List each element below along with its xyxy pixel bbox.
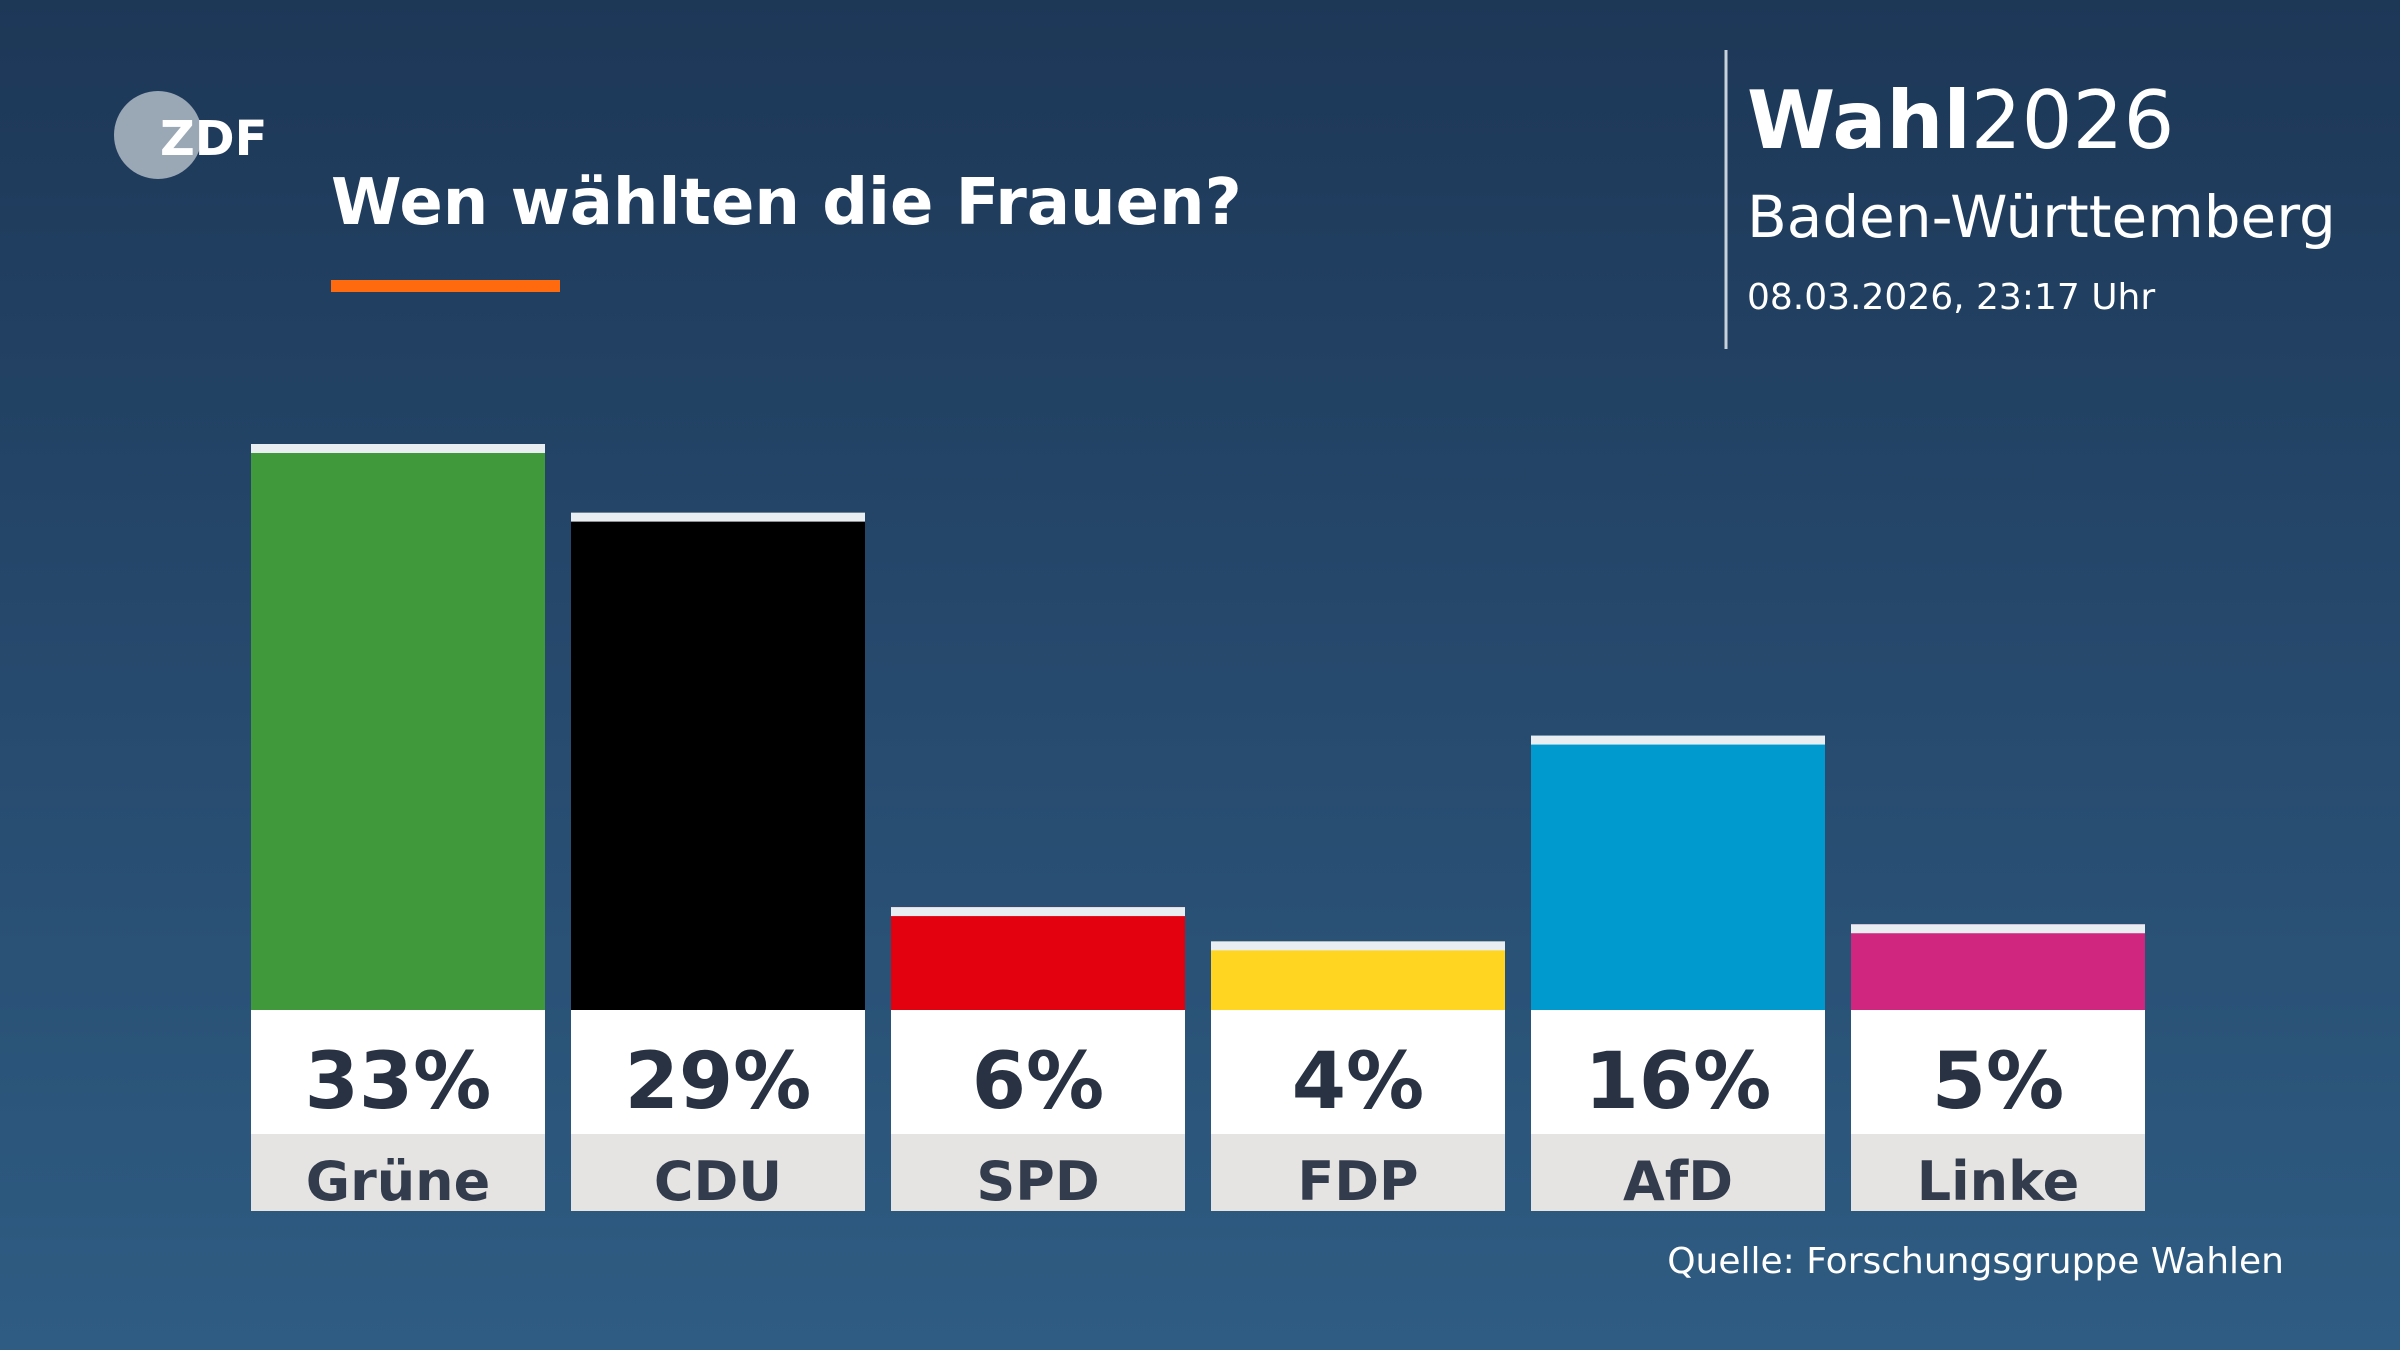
category-label: Grüne [306, 1150, 490, 1213]
value-box [251, 1010, 545, 1134]
category-label: Linke [1917, 1150, 2079, 1213]
value-box [1211, 1010, 1505, 1134]
bar [891, 907, 1185, 1010]
value-label: 5% [1932, 1037, 2064, 1127]
category-label: SPD [976, 1150, 1099, 1213]
label-box [251, 1134, 545, 1211]
category-label: CDU [654, 1150, 782, 1213]
bar [251, 444, 545, 1010]
brand: Wahl2026 [1747, 74, 2174, 167]
brand-bold: Wahl [1747, 74, 1971, 167]
bar-cap [251, 444, 545, 453]
label-box [571, 1134, 865, 1211]
label-box [1851, 1134, 2145, 1211]
value-label: 33% [305, 1037, 492, 1127]
value-box [1531, 1010, 1825, 1134]
value-box [1851, 1010, 2145, 1134]
label-box [1531, 1134, 1825, 1211]
bar-cap [1851, 924, 2145, 934]
bar-cap [891, 907, 1185, 917]
region: Baden-Württemberg [1747, 183, 2336, 251]
title-underline [331, 280, 560, 292]
value-box [571, 1010, 865, 1134]
category-label: FDP [1297, 1150, 1418, 1213]
timestamp: 08.03.2026, 23:17 Uhr [1747, 277, 2155, 318]
value-label: 16% [1585, 1037, 1772, 1127]
value-label: 6% [972, 1037, 1104, 1127]
bar-cap [1211, 941, 1505, 951]
value-box [891, 1010, 1185, 1134]
logo: ZDF [160, 111, 267, 167]
value-label: 4% [1292, 1037, 1424, 1127]
category-label: AfD [1623, 1150, 1733, 1213]
label-box [891, 1134, 1185, 1211]
bar-cap [1531, 735, 1825, 745]
bar [1851, 924, 2145, 1010]
bar [571, 512, 865, 1010]
logo-circle [114, 91, 202, 179]
bar-chart: 33% Grüne 29% CDU 6% SPD 4% FDP 16% AfD 5% Linke [251, 444, 2145, 1213]
brand-year: 2026 [1971, 74, 2175, 167]
label-box [1211, 1134, 1505, 1211]
source: Quelle: Forschungsgruppe Wahlen [1667, 1241, 2284, 1282]
value-label: 29% [625, 1037, 812, 1127]
chart-title: Wen wählten die Frauen? [331, 166, 1242, 240]
bar [1531, 735, 1825, 1010]
bar-cap [571, 512, 865, 522]
bar [1211, 941, 1505, 1010]
